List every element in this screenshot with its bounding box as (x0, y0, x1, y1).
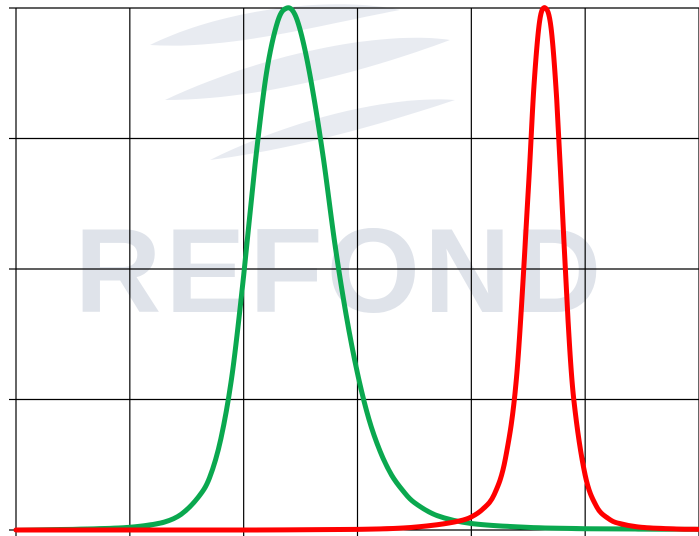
series-group (13, 5, 699, 533)
watermark-swoosh-3 (210, 99, 455, 160)
series-line-1 (13, 5, 699, 533)
series-line-2 (13, 5, 699, 533)
grid (15, 7, 699, 531)
